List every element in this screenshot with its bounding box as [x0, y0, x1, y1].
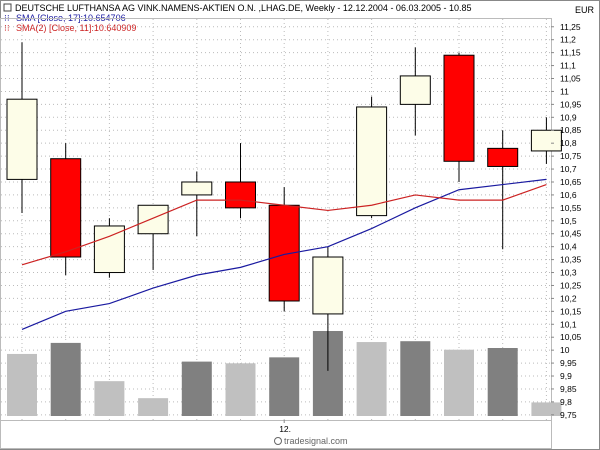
y-tick-label: 10,4	[560, 242, 577, 252]
legend: ⁝⁝ SMA [Close, 17]:10.654706 ⁝⁝ SMA(2) […	[4, 13, 136, 33]
y-tick-label: 11,1	[560, 61, 576, 71]
y-tick-label: 11,05	[560, 74, 581, 84]
candle-body-up	[6, 98, 38, 180]
candle	[530, 117, 562, 164]
chart-title: DEUTSCHE LUFTHANSA AG VINK.NAMENS-AKTIEN…	[15, 3, 472, 13]
volume-bars	[7, 331, 562, 416]
y-tick-label: 9,9	[560, 371, 572, 381]
candle	[225, 143, 256, 219]
y-tick-label: 9,8	[560, 397, 572, 407]
candle	[6, 42, 38, 214]
y-tick-label: 10,35	[560, 255, 582, 265]
y-tick-label: 10,9	[560, 112, 577, 122]
indicator-icon: ⁝⁝	[4, 23, 10, 33]
y-tick-label: 10,1	[560, 319, 577, 329]
candles	[6, 42, 562, 371]
candle	[399, 47, 431, 136]
candle	[487, 130, 519, 250]
candle-body-up	[399, 75, 431, 105]
candle-body-down	[50, 158, 82, 258]
candle	[137, 204, 169, 270]
price-axis: 11,25 11,2 11,15 11,1 11,05 11 10,95 10,9 10,85 1…	[551, 22, 582, 420]
y-tick-label: 11,15	[560, 48, 581, 58]
candle	[93, 218, 125, 278]
x-tick-label: 12.	[279, 424, 291, 434]
y-tick-label: 11,2	[560, 35, 576, 45]
time-axis-band	[0, 420, 552, 449]
y-tick-label: 10,85	[560, 125, 582, 135]
y-tick-label: 10,2	[560, 293, 577, 303]
y-tick-label: 10,15	[560, 306, 582, 316]
volume-bar	[400, 341, 431, 416]
y-tick-label: 10,45	[560, 229, 582, 239]
candle-body-down	[443, 54, 475, 162]
volume-bar	[181, 361, 212, 416]
y-tick-label: 11,25	[560, 22, 581, 32]
y-tick-label: 10,75	[560, 151, 582, 161]
watermark-logo-icon	[274, 437, 282, 445]
y-tick-label: 10,3	[560, 268, 577, 278]
candle	[312, 246, 344, 371]
y-tick-label: 9,85	[560, 384, 577, 394]
y-tick-label: 10,95	[560, 99, 582, 109]
candle-body-up	[530, 129, 562, 152]
candle-body-up	[181, 181, 213, 196]
candle-body-down	[225, 181, 256, 209]
candle-body-down	[487, 147, 519, 167]
y-tick-label: 9,75	[560, 410, 577, 420]
volume-bar	[50, 342, 81, 416]
sma11-line	[21, 184, 547, 266]
y-tick-label: 10,8	[560, 138, 577, 148]
y-tick-label: 10,65	[560, 177, 582, 187]
candle-body-up	[312, 256, 344, 315]
watermark: tradesignal.com	[284, 436, 348, 446]
volume-bar	[269, 357, 300, 416]
y-tick-label: 10,05	[560, 332, 582, 342]
legend-sma11: SMA(2) [Close, 11]:10.640909	[16, 23, 136, 33]
time-axis: 12.	[279, 420, 291, 434]
volume-bar	[487, 348, 518, 416]
y-tick-label: 10,5	[560, 216, 577, 226]
volume-bar	[444, 349, 474, 416]
candle-body-up	[93, 225, 125, 274]
y-tick-label: 10,55	[560, 203, 582, 213]
volume-bar	[356, 342, 387, 416]
candle	[356, 96, 388, 219]
y-tick-label: 10	[560, 345, 570, 355]
currency-label: EUR	[575, 5, 595, 15]
y-tick-label: 9,95	[560, 358, 577, 368]
sma17-line	[21, 178, 547, 331]
volume-bar	[138, 398, 169, 416]
candle	[181, 171, 213, 237]
y-tick-label: 10,6	[560, 190, 577, 200]
candle	[443, 52, 475, 182]
candle-body-up	[356, 106, 388, 217]
sma-lines	[21, 178, 547, 331]
candle-body-up	[137, 204, 169, 235]
volume-bar	[7, 353, 37, 416]
symbol-icon	[3, 3, 12, 12]
volume-bar	[531, 402, 562, 416]
volume-bar	[94, 381, 125, 416]
y-tick-label: 10,25	[560, 280, 582, 290]
y-tick-label: 11	[560, 86, 569, 96]
candle	[50, 143, 82, 276]
y-tick-label: 10,7	[560, 164, 577, 174]
volume-bar	[225, 363, 256, 416]
